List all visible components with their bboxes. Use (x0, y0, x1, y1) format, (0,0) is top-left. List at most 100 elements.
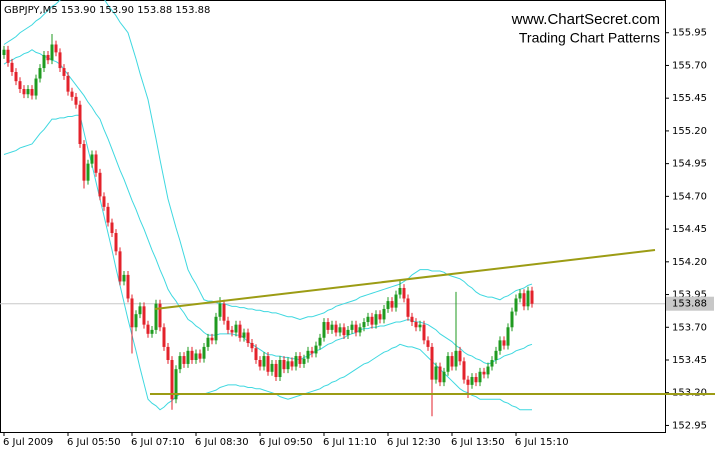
candle-body (446, 356, 450, 372)
candle-body (526, 290, 530, 307)
x-tick-label: 6 Jul 15:10 (515, 437, 569, 448)
candle-body (170, 360, 174, 400)
candle-body (310, 350, 314, 354)
candle-body (122, 274, 126, 282)
candle-body (114, 233, 118, 252)
x-tick-label: 6 Jul 08:30 (195, 437, 249, 448)
subtitle: Trading Chart Patterns (519, 30, 660, 46)
x-tick-label: 6 Jul 11:10 (323, 437, 377, 448)
candle-body (362, 322, 366, 328)
band-upper (3, 0, 533, 320)
candle-body (418, 324, 422, 328)
candle-body (482, 371, 486, 375)
candle-body (154, 303, 158, 330)
candle-body (130, 298, 134, 328)
plot-area (0, 0, 665, 417)
candle-body (194, 353, 198, 360)
candle-body (102, 196, 106, 207)
candle-body (210, 337, 214, 341)
x-tick-label: 6 Jul 07:10 (131, 437, 185, 448)
candle-body (58, 52, 62, 69)
candle-body (274, 363, 278, 378)
y-tick-label: 153.70 (672, 322, 707, 333)
candle-body (98, 172, 102, 197)
candle-body (462, 361, 466, 380)
candle-body (366, 316, 370, 323)
candle-body (234, 324, 238, 333)
candle-body (458, 350, 462, 362)
candle-body (522, 293, 526, 307)
candle-body (398, 288, 402, 295)
candle-body (158, 303, 162, 328)
candle-body (438, 366, 442, 383)
candle-body (262, 356, 266, 367)
candle-body (142, 306, 146, 325)
candle-body (254, 348, 258, 360)
x-tick-label: 6 Jul 09:50 (259, 437, 313, 448)
candle-body (246, 332, 250, 343)
y-tick-label: 154.95 (672, 159, 707, 170)
candle-body (38, 68, 42, 79)
candle-body (450, 356, 454, 367)
candle-body (414, 322, 418, 328)
site-name: www.ChartSecret.com (511, 11, 660, 28)
candle-body (182, 356, 186, 364)
candle-body (430, 346, 434, 380)
candle-body (86, 163, 90, 181)
candle-body (162, 327, 166, 347)
candle-body (490, 360, 494, 367)
candle-body (18, 81, 22, 90)
y-tick-label: 155.45 (672, 93, 707, 104)
candle-body (338, 327, 342, 333)
candle-body (278, 360, 282, 378)
candle-body (466, 379, 470, 385)
candle-body (494, 350, 498, 360)
candle-body (218, 303, 222, 317)
candle-body (26, 89, 30, 95)
candle-body (358, 327, 362, 333)
candle-body (90, 154, 94, 164)
candle-body (6, 49, 10, 63)
candle-body (506, 327, 510, 346)
candle-body (302, 358, 306, 364)
plot-frame (0, 0, 666, 433)
y-tick-label: 153.95 (672, 290, 707, 301)
candle-body (298, 356, 302, 364)
candle-body (374, 314, 378, 325)
candle-body (442, 371, 446, 383)
candle-body (530, 290, 534, 304)
candle-body (406, 298, 410, 317)
y-tick-label: 154.45 (672, 224, 707, 235)
candle-body (10, 62, 14, 72)
candle-body (46, 54, 50, 61)
candle-body (242, 332, 246, 338)
candle-body (502, 340, 506, 346)
candle-body (326, 322, 330, 330)
candle-body (470, 377, 474, 385)
candle-body (318, 337, 322, 346)
candle-body (186, 350, 190, 364)
candle-body (342, 327, 346, 336)
candle-body (258, 360, 262, 367)
candle-body (42, 54, 46, 69)
candle-body (2, 49, 6, 55)
candle-body (282, 360, 286, 370)
candle-body (306, 350, 310, 359)
candle-body (78, 104, 82, 144)
candle-body (206, 337, 210, 347)
candle-body (22, 89, 26, 95)
candle-body (74, 96, 78, 105)
candle-body (146, 324, 150, 334)
candle-body (190, 350, 194, 360)
candle-body (518, 293, 522, 299)
last-price-label: 153.88 (672, 299, 707, 310)
candle-body (390, 301, 394, 308)
y-tick-label: 153.45 (672, 355, 707, 366)
x-tick-label: 6 Jul 13:50 (451, 437, 505, 448)
candle-body (286, 361, 290, 370)
candle-body (294, 356, 298, 367)
candle-body (498, 340, 502, 351)
candle-body (238, 324, 242, 338)
